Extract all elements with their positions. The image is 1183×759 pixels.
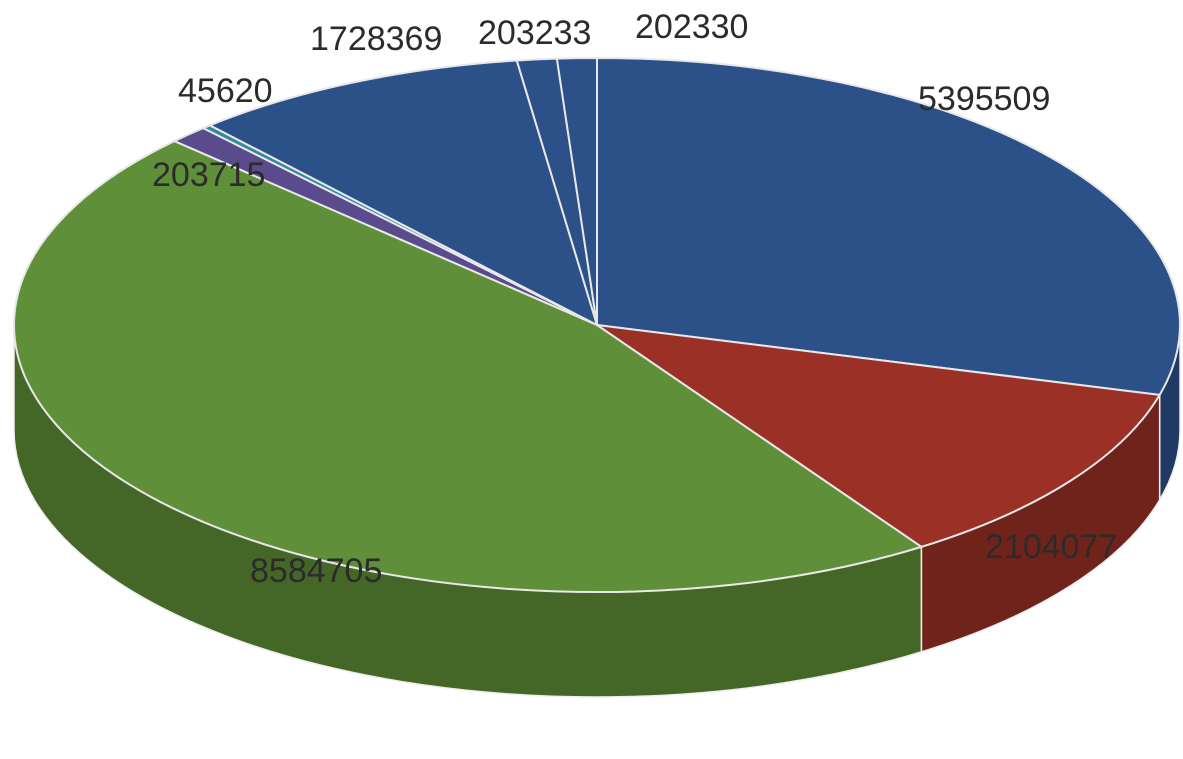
pie-sides [13,324,1181,698]
data-label-203715: 203715 [152,156,265,194]
data-labels: 5395509 2104077 8584705 203715 45620 1728369 2… [152,8,1117,590]
data-label-1728369: 1728369 [310,20,442,58]
data-label-8584705: 8584705 [250,552,382,590]
data-label-202330: 202330 [635,8,748,46]
pie-slice-202330 [555,56,598,326]
data-label-5395509: 5395509 [918,80,1050,118]
pie-slice-1728369 [207,59,599,327]
data-label-2104077: 2104077 [985,528,1117,566]
data-label-203233: 203233 [478,14,591,52]
data-label-45620: 45620 [178,72,273,110]
pie-top-faces [13,56,1181,593]
pie-slice-5395509 [596,56,1181,396]
pie-slice-2104077 [596,324,1162,548]
pie-slice-8584705 [13,139,924,593]
